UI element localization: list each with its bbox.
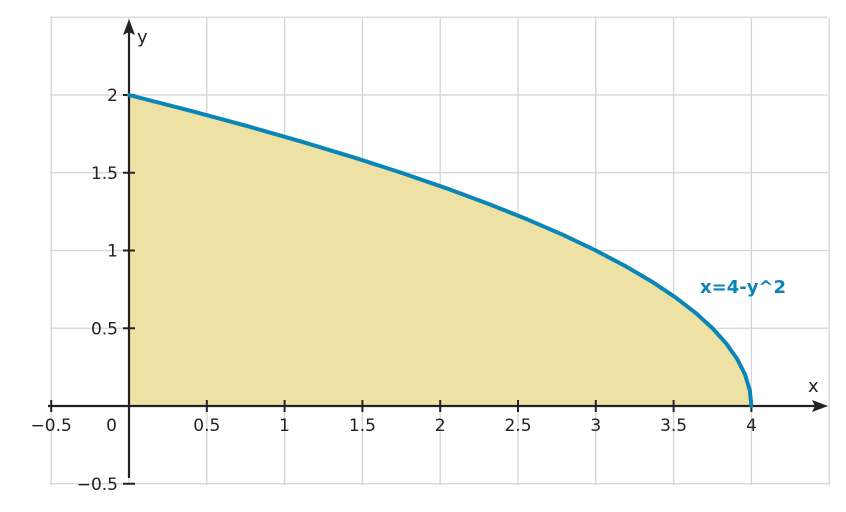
x-tick-label: 1.5 (349, 416, 376, 436)
x-tick-label: 3 (590, 416, 601, 436)
y-axis-label: y (137, 27, 148, 48)
x-tick-label: 2.5 (504, 416, 531, 436)
x-tick-label: 0 (106, 416, 117, 436)
x-tick-label: −0.5 (31, 416, 72, 436)
series-label: x=4-y^2 (700, 277, 786, 298)
axes (48, 19, 828, 478)
shaded-region (129, 95, 752, 406)
y-tick-label: 1 (107, 242, 118, 262)
y-tick-label: 2 (107, 86, 118, 106)
y-tick-label: 0.5 (91, 319, 118, 339)
x-tick-label: 2 (435, 416, 446, 436)
x-tick-label: 4 (746, 416, 757, 436)
y-tick-label: −0.5 (77, 475, 118, 495)
x-axis-arrow-icon (812, 400, 828, 412)
y-axis-arrow-icon (123, 19, 135, 35)
tick-labels: −0.5 0 0.5 1 1.5 2 2.5 3 3.5 4 −0.5 0.5 1 1.5 2 (31, 86, 757, 495)
x-tick-label: 3.5 (660, 416, 687, 436)
series-line (127, 93, 754, 408)
x-tick-label: 0.5 (193, 416, 220, 436)
x-axis-label: x (808, 376, 819, 397)
y-tick-label: 1.5 (91, 164, 118, 184)
tick-marks (50, 94, 753, 485)
x-tick-label: 1 (279, 416, 290, 436)
